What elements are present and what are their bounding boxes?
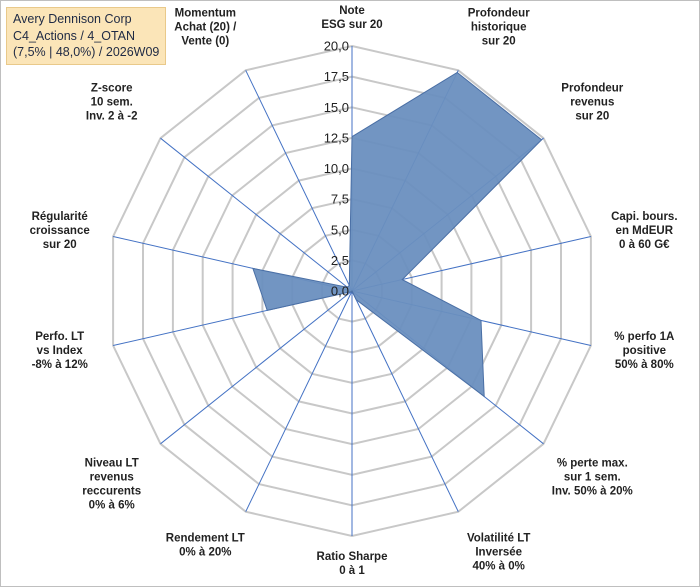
- axis-label-line: sur 20: [43, 239, 77, 251]
- title-category: C4_Actions / 4_OTAN: [13, 28, 136, 43]
- axis-label: Momentum Achat (20) / Vente (0): [174, 8, 237, 48]
- axis-label-line: sur 1 sem.: [564, 472, 621, 484]
- axis-label-line: positive: [623, 345, 666, 357]
- tick-layer: 0,0 2,5 5,0 7,5 10,0 12,5 15,0 17,5 20,0: [324, 39, 349, 299]
- axis-label-line: Profondeur: [561, 82, 623, 94]
- tick-label: 20,0: [324, 39, 349, 54]
- axis-label-line: Volatilité LT: [467, 532, 530, 544]
- axis-label-line: croissance: [30, 225, 90, 237]
- axis-label-line: sur 20: [482, 36, 516, 48]
- axis-label-line: Z-score: [91, 82, 133, 94]
- title-params: (7,5% | 48,0%) / 2026W09: [13, 45, 160, 59]
- axis-label-line: Niveau LT: [85, 458, 139, 470]
- axis-label-line: Momentum: [175, 8, 236, 20]
- series-area: [252, 71, 543, 398]
- axis-label-line: ESG sur 20: [321, 19, 382, 31]
- axis-label-line: % perfo 1A: [614, 331, 674, 343]
- axis-label: Niveau LT revenus reccurents 0% à 6%: [82, 458, 141, 512]
- tick-label: 12,5: [324, 130, 349, 145]
- axis-label-line: 0 à 1: [339, 565, 365, 577]
- axis-label-line: Perfo. LT: [35, 331, 84, 343]
- axis-label-line: sur 20: [575, 110, 609, 122]
- series-layer: [252, 71, 543, 398]
- axis-spoke: [160, 137, 353, 292]
- tick-label: 17,5: [324, 69, 349, 84]
- axis-label-line: 40% à 0%: [472, 560, 524, 572]
- chart-title-box: Avery Dennison Corp C4_Actions / 4_OTAN …: [6, 7, 166, 65]
- axis-label-line: % perte max.: [557, 458, 628, 470]
- axis-label-line: revenus: [90, 472, 134, 484]
- axis-label: % perfo 1A positive 50% à 80%: [614, 331, 674, 371]
- axis-label-line: revenus: [570, 96, 614, 108]
- axis-label-line: 10 sem.: [91, 96, 133, 108]
- tick-label: 10,0: [324, 161, 349, 176]
- axis-label-line: 50% à 80%: [615, 359, 674, 371]
- axis-label-line: 0% à 20%: [179, 546, 231, 558]
- axis-label-line: Inv. 2 à -2: [86, 110, 138, 122]
- axis-label: % perte max. sur 1 sem. Inv. 50% à 20%: [552, 458, 633, 498]
- axis-spoke: [245, 70, 353, 292]
- axis-label-line: reccurents: [82, 486, 141, 498]
- axis-label-line: Inversée: [475, 546, 522, 558]
- label-layer: Note ESG sur 20 Profondeur historique sur 20…: [30, 5, 678, 577]
- axis-label-line: Rendement LT: [166, 532, 245, 544]
- axis-label: Rendement LT 0% à 20%: [166, 532, 245, 558]
- axis-label-line: -8% à 12%: [32, 359, 88, 371]
- axis-label: Perfo. LT vs Index -8% à 12%: [32, 331, 88, 371]
- axis-label-line: 0 à 60 G€: [619, 239, 670, 251]
- axis-label-line: en MdEUR: [616, 225, 674, 237]
- axis-label-line: Capi. bours.: [611, 211, 677, 223]
- axis-label-line: Profondeur: [468, 8, 530, 20]
- axis-label-line: Achat (20) /: [174, 22, 237, 34]
- axis-label-line: vs Index: [37, 345, 84, 357]
- axis-label: Volatilité LT Inversée 40% à 0%: [467, 532, 530, 572]
- axis-spoke: [245, 290, 353, 512]
- axis-label-line: Inv. 50% à 20%: [552, 486, 633, 498]
- axis-label: Ratio Sharpe 0 à 1: [317, 551, 388, 577]
- tick-label: 7,5: [331, 192, 349, 207]
- axis-label-line: Note: [339, 5, 365, 17]
- axis-label-line: Vente (0): [181, 36, 229, 48]
- tick-label: 15,0: [324, 100, 349, 115]
- axis-spoke: [160, 290, 353, 445]
- axis-label: Régularité croissance sur 20: [30, 211, 90, 251]
- axis-label-line: historique: [471, 22, 527, 34]
- axis-label: Note ESG sur 20: [321, 5, 382, 31]
- axis-label: Z-score 10 sem. Inv. 2 à -2: [86, 82, 138, 122]
- tick-label: 2,5: [331, 253, 349, 268]
- axis-label-line: Régularité: [32, 211, 88, 223]
- tick-label: 0,0: [331, 284, 349, 299]
- axis-label: Profondeur historique sur 20: [468, 8, 530, 48]
- axis-label-line: 0% à 6%: [89, 500, 135, 512]
- axis-label-line: Ratio Sharpe: [317, 551, 388, 563]
- title-company: Avery Dennison Corp: [13, 12, 132, 26]
- tick-label: 5,0: [331, 222, 349, 237]
- axis-label: Capi. bours. en MdEUR 0 à 60 G€: [611, 211, 677, 251]
- axis-spoke: [351, 290, 459, 512]
- axis-label: Profondeur revenus sur 20: [561, 82, 623, 122]
